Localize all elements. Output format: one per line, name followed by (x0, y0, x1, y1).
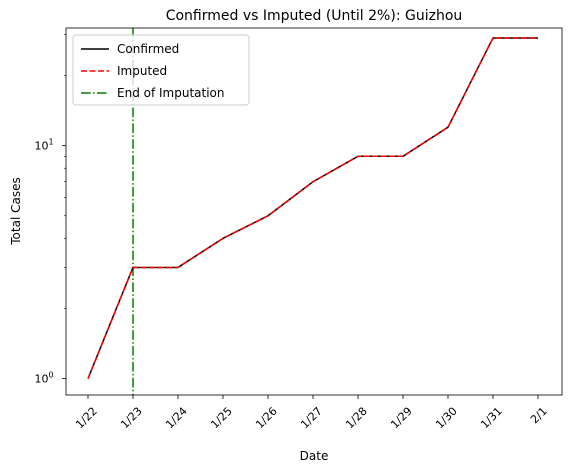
x-tick-label: 1/28 (343, 405, 370, 432)
legend-box (72, 34, 250, 106)
x-axis: 1/22 1/23 1/24 1/25 1/26 1/27 1/28 1/29 1/30 1/31… (73, 395, 550, 431)
y-tick-label-exponent: 1 (48, 138, 53, 147)
x-axis-label: Date (300, 449, 329, 463)
series-line-imputed (87, 37, 538, 379)
legend-label-end-of-imputation: End of Imputation (117, 86, 225, 100)
legend-label-confirmed: Confirmed (117, 42, 179, 56)
y-tick-label-base: 10 (34, 140, 48, 153)
x-tick-label: 1/25 (208, 405, 235, 432)
legend-label-imputed: Imputed (117, 64, 167, 78)
x-tick-label: 1/22 (73, 405, 100, 432)
y-tick-label-exponent: 0 (48, 371, 53, 380)
x-tick-label: 1/31 (478, 405, 505, 432)
y-tick-label: 101 (34, 138, 53, 153)
y-tick-label-base: 10 (34, 373, 48, 386)
x-tick-label: 1/23 (118, 405, 145, 432)
x-tick-label: 1/26 (253, 405, 280, 432)
x-tick-label: 2/1 (528, 405, 550, 427)
x-tick-label: 1/24 (163, 405, 190, 432)
y-tick-label: 100 (34, 371, 53, 386)
x-tick-label: 1/29 (388, 405, 415, 432)
y-axis-label: Total Cases (9, 177, 23, 245)
legend: Confirmed Imputed End of Imputation (72, 34, 250, 106)
x-tick-label: 1/30 (433, 405, 460, 432)
x-tick-label: 1/27 (298, 405, 325, 432)
plot-frame (65, 27, 563, 396)
chart-title: Confirmed vs Imputed (Until 2%): Guizhou (166, 8, 463, 24)
